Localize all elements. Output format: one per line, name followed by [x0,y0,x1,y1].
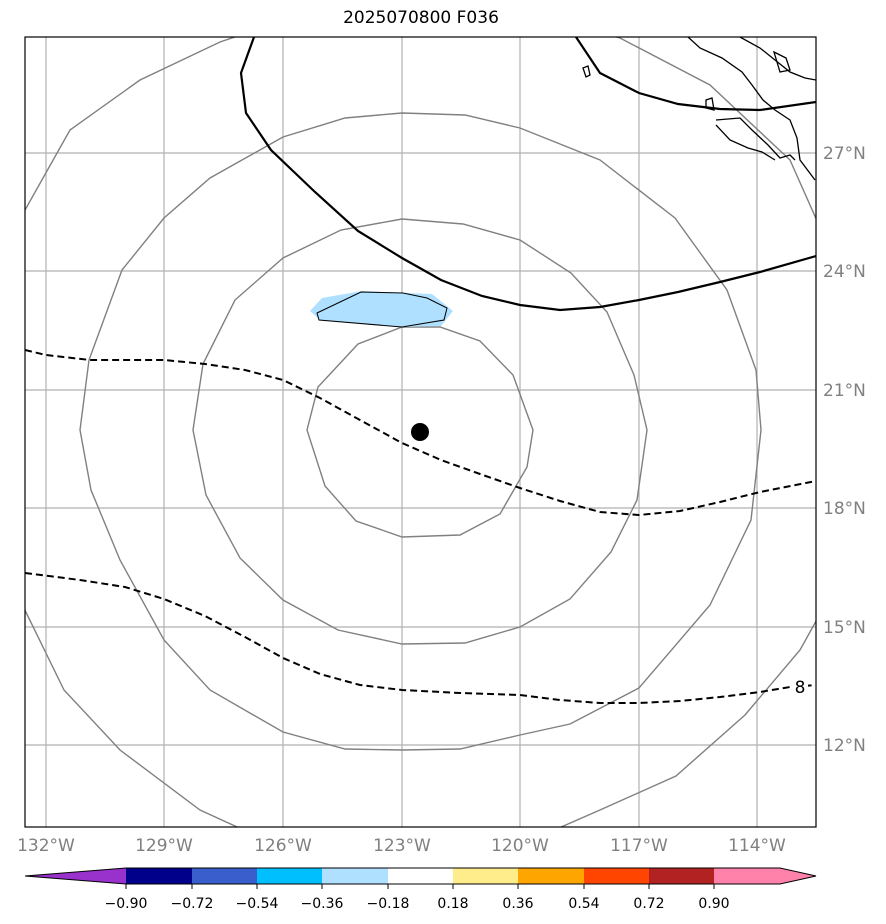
colorbar-swatch [584,868,649,884]
lat-label: 12°N [823,736,866,756]
gridlines [25,37,816,827]
lon-label: 114°W [728,836,786,856]
lat-label: 21°N [823,381,866,401]
colorbar: −0.90 −0.72 −0.54 −0.36 −0.18 0.18 0.36 … [24,867,817,912]
colorbar-tick-label: −0.54 [236,896,279,912]
negative-contour [316,291,448,328]
lat-label: 24°N [823,262,866,282]
lon-label: 120°W [491,836,549,856]
map-frame [24,36,817,828]
lat-label: 15°N [823,618,866,638]
colorbar-tick-label: −0.72 [171,896,214,912]
colorbar-tick-label: 0.90 [698,896,729,912]
colorbar-tick-label: −0.36 [301,896,344,912]
contour-label: 8 [795,678,806,698]
contour-ring-3 [79,112,762,751]
colorbar-tick-label: −0.18 [367,896,410,912]
contour-ring-2 [192,218,648,645]
colorbar-swatch [126,868,192,884]
colorbar-swatch [649,868,714,884]
latitude-labels: 12°N 15°N 18°N 21°N 24°N 27°N [823,144,866,756]
lon-label: 126°W [254,836,312,856]
lat-label: 27°N [823,144,866,164]
lon-label: 132°W [17,836,75,856]
lon-label: 123°W [373,836,431,856]
colorbar-swatch [714,868,780,884]
colorbar-tick-label: 0.36 [502,896,533,912]
colorbar-swatch [322,868,388,884]
coastline [575,37,816,181]
colorbar-swatch [388,868,453,884]
colorbar-swatch [518,868,584,884]
dashed-contours [25,349,816,704]
colorbar-swatch [453,868,518,884]
contour-ring-1 [306,326,534,538]
grey-contours [25,37,816,827]
map-title: 2025070800 F036 [343,8,499,28]
colorbar-tick-label: 0.18 [437,896,468,912]
colorbar-extend-high [780,868,816,884]
lon-label: 129°W [135,836,193,856]
colorbar-tick-label: 0.54 [568,896,599,912]
solid-contours [239,37,816,312]
colorbar-extend-low [25,868,126,884]
negative-shading [310,291,453,327]
longitude-labels: 132°W 129°W 126°W 123°W 120°W 117°W 114°… [17,836,786,856]
storm-center-marker [411,423,429,441]
colorbar-swatch [192,868,257,884]
colorbar-swatch [257,868,322,884]
contour-ring-4 [25,37,816,827]
contour-label-bg [792,676,808,696]
colorbar-tick-label: −0.90 [105,896,148,912]
colorbar-tick-label: 0.72 [633,896,664,912]
lat-label: 18°N [823,499,866,519]
map-area: 8 [25,37,816,827]
colorbar-ticks [125,884,715,889]
lon-label: 117°W [610,836,668,856]
